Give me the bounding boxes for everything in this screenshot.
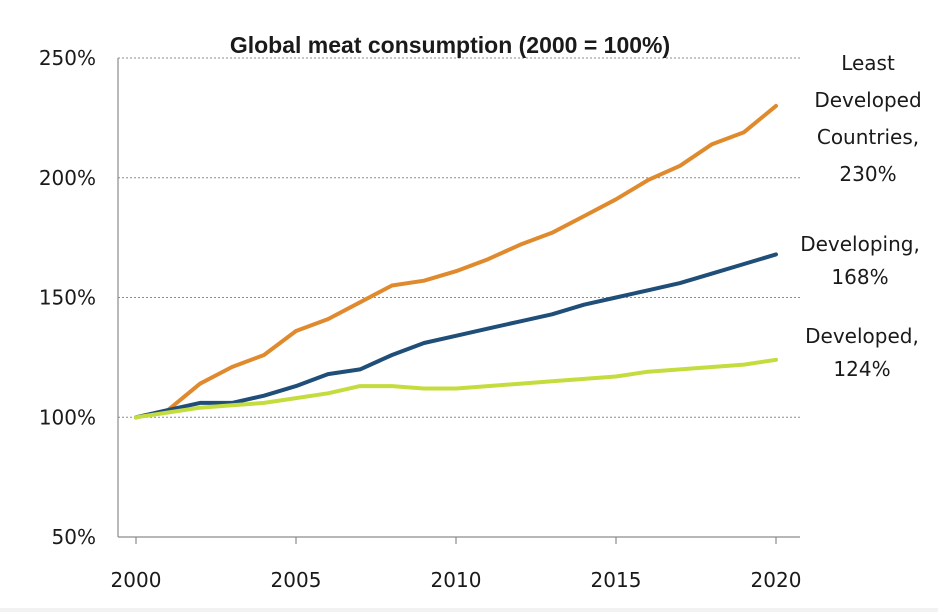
- grid-lines: [118, 57, 800, 418]
- y-tick-label: 250%: [39, 46, 96, 70]
- y-tick-label: 50%: [52, 525, 96, 549]
- series-line-1: [134, 252, 778, 420]
- series-label-1: Developing,: [800, 232, 920, 256]
- y-tick-label: 100%: [39, 405, 96, 429]
- series-label-2: Developed,: [805, 324, 919, 348]
- series-label-0: Developed: [814, 88, 921, 112]
- x-tick-label: 2000: [111, 568, 162, 592]
- series-line-0: [134, 103, 778, 420]
- axes: 50% 100% 150% 200% 250% 2000 2005 2010 2015 2020: [39, 46, 802, 592]
- y-tick-label: 200%: [39, 166, 96, 190]
- x-tick-label: 2020: [751, 568, 802, 592]
- chart-title: Global meat consumption (2000 = 100%): [230, 32, 670, 58]
- series-label-1: 168%: [831, 265, 888, 289]
- series-label-0: 230%: [839, 162, 896, 186]
- series-label-2: 124%: [833, 357, 890, 381]
- x-tick-label: 2010: [431, 568, 482, 592]
- series-line-2: [134, 357, 778, 420]
- x-tick-label: 2005: [271, 568, 322, 592]
- series-label-0: Least: [841, 51, 895, 75]
- x-tick-label: 2015: [591, 568, 642, 592]
- y-tick-label: 150%: [39, 286, 96, 310]
- series-label-0: Countries,: [817, 125, 919, 149]
- series-layer: [134, 103, 778, 420]
- series-labels: Least Developed Countries, 230% Developing, 1…: [800, 51, 921, 381]
